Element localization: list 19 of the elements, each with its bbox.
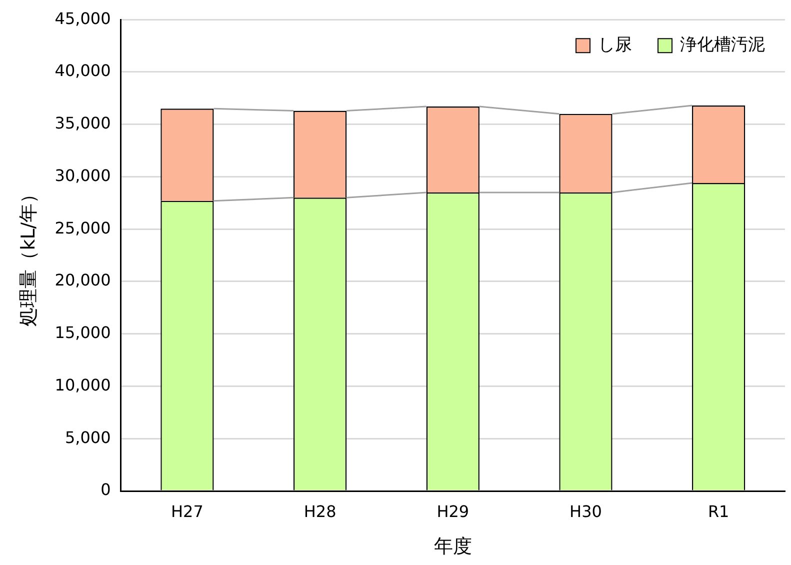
x-axis-title: 年度 — [434, 536, 472, 558]
y-tick-label: 10,000 — [54, 375, 111, 394]
legend-label: 浄化槽汚泥 — [680, 35, 765, 56]
x-tick-label: H27 — [171, 502, 204, 521]
x-tick-label: H30 — [570, 502, 602, 521]
y-tick-label: 20,000 — [54, 270, 111, 290]
x-tick-label: R1 — [708, 502, 730, 521]
y-tick-label: 45,000 — [54, 8, 111, 28]
y-axis-title: 処理量（kL/年） — [17, 184, 40, 326]
y-tick-label: 0 — [100, 480, 111, 500]
x-tick-label: H29 — [436, 502, 470, 521]
y-tick-label: 15,000 — [54, 323, 111, 342]
y-tick-label: 30,000 — [54, 166, 111, 185]
legend-label: し尿 — [598, 35, 632, 56]
y-tick-label: 40,000 — [54, 61, 111, 80]
y-tick-label: 5,000 — [64, 428, 111, 447]
y-tick-label: 35,000 — [54, 114, 111, 133]
x-tick-label: H28 — [304, 502, 336, 521]
y-tick-label: 25,000 — [54, 218, 111, 238]
